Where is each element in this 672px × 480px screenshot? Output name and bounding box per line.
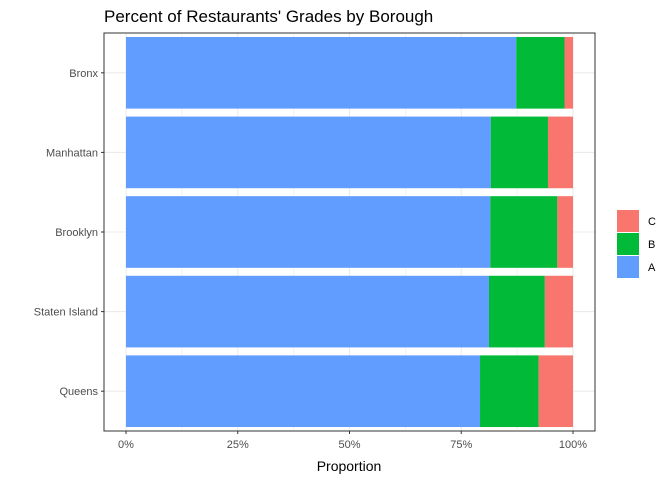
legend: CBA	[617, 210, 656, 278]
x-tick-label: 25%	[227, 439, 249, 451]
bar-bronx-a	[126, 36, 517, 109]
bar-bronx-c	[564, 36, 573, 109]
y-tick-label: Brooklyn	[55, 227, 98, 239]
bar-queens-a	[126, 355, 481, 428]
bar-queens-b	[480, 355, 539, 428]
bar-brooklyn-b	[490, 196, 558, 268]
legend-key-a	[617, 256, 639, 278]
legend-key-b	[617, 233, 639, 255]
bars	[126, 36, 573, 428]
bar-manhattan-a	[126, 116, 491, 189]
chart-title: Percent of Restaurants' Grades by Boroug…	[104, 7, 433, 26]
x-axis: 0% 25% 50% 75% 100%	[118, 431, 587, 451]
legend-label-c: C	[648, 216, 656, 228]
bar-brooklyn-a	[126, 196, 491, 268]
x-tick-label: 75%	[450, 439, 472, 451]
bar-manhattan-b	[490, 116, 548, 189]
y-tick-label: Manhattan	[46, 147, 98, 159]
legend-label-b: B	[648, 239, 655, 251]
bar-staten-island-a	[126, 275, 489, 348]
x-axis-title: Proportion	[317, 458, 382, 474]
bar-brooklyn-c	[557, 196, 573, 268]
x-tick-label: 50%	[338, 439, 360, 451]
bar-staten-island-c	[544, 275, 573, 348]
bar-manhattan-c	[547, 116, 573, 189]
legend-key-c	[617, 210, 639, 232]
x-tick-label: 0%	[118, 439, 134, 451]
y-tick-label: Staten Island	[34, 307, 98, 319]
y-tick-label: Bronx	[69, 68, 98, 80]
bar-queens-c	[538, 355, 573, 428]
legend-label-a: A	[648, 262, 656, 274]
y-axis: Bronx Manhattan Brooklyn Staten Island Queen…	[34, 68, 104, 398]
x-tick-label: 100%	[559, 439, 587, 451]
bar-bronx-b	[516, 36, 565, 109]
y-tick-label: Queens	[59, 386, 98, 398]
bar-staten-island-b	[488, 275, 545, 348]
